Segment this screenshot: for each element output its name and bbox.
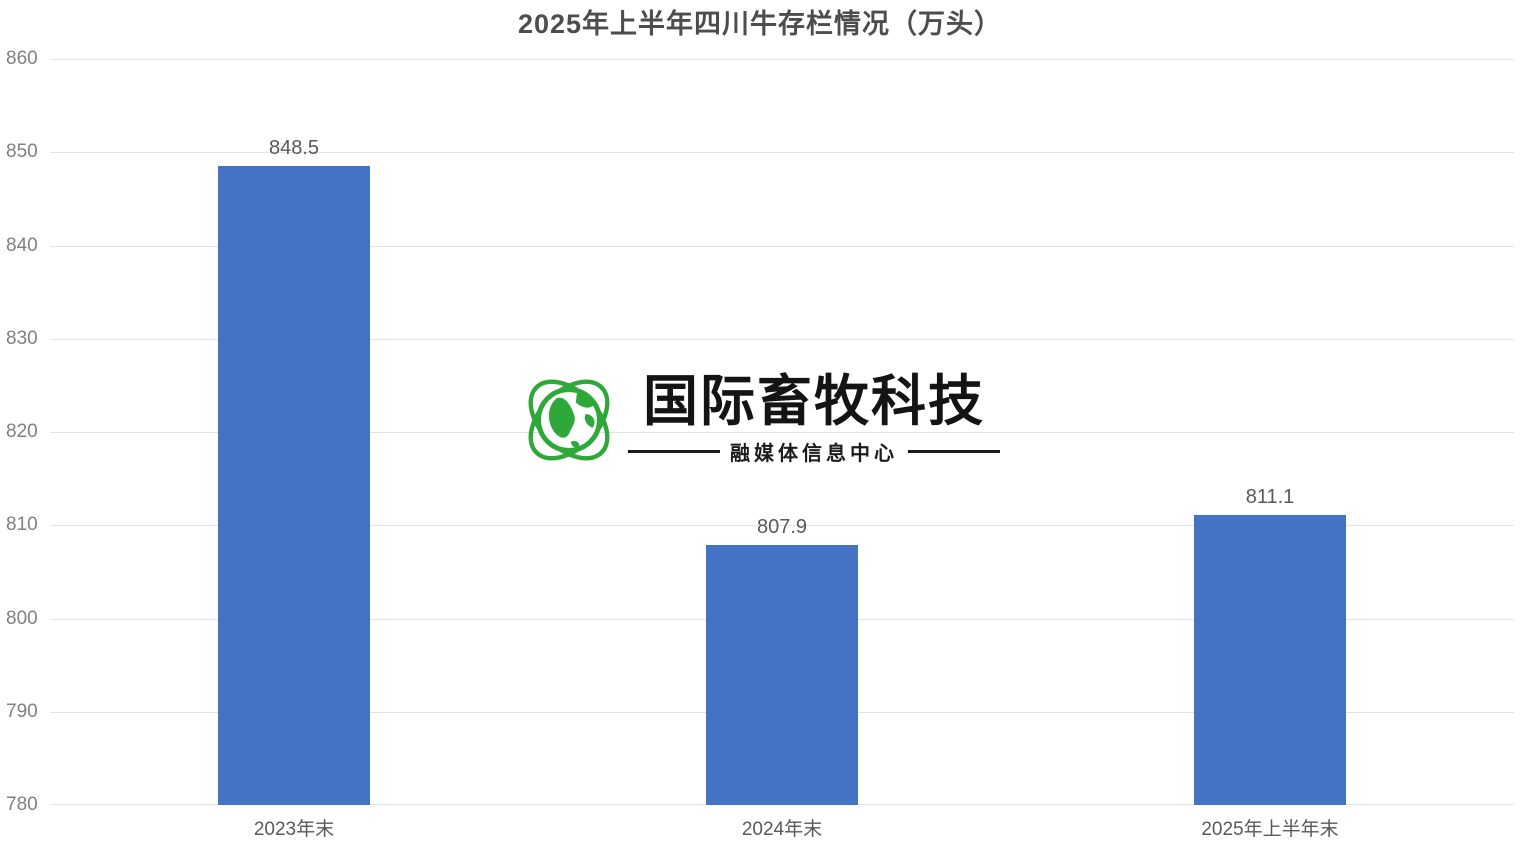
chart-title: 2025年上半年四川牛存栏情况（万头）	[517, 9, 1003, 39]
x-axis-category-label: 2024年末	[741, 819, 823, 840]
y-axis-tick-label: 850	[6, 141, 38, 163]
watermark-brand-name: 国际畜牧科技	[642, 370, 985, 432]
bar-value-label: 807.9	[756, 515, 808, 538]
subtitle-right-rule	[908, 450, 1000, 453]
subtitle-left-rule	[628, 450, 720, 453]
plot-area: 848.5 807.9 811.1	[50, 59, 1514, 805]
watermark-subtitle: 融媒体信息中心	[730, 443, 898, 465]
bar-value-label: 811.1	[1245, 486, 1295, 508]
watermark-text-block: 国际畜牧科技 融媒体信息中心	[628, 374, 1000, 466]
gridline	[50, 525, 1514, 527]
y-axis-tick-label: 800	[6, 607, 38, 629]
gridline	[50, 338, 1514, 340]
globe-orbit-icon	[528, 379, 610, 461]
y-axis-tick-label: 840	[6, 234, 38, 256]
bar-value-label: 848.5	[268, 137, 320, 160]
y-axis-tick-label: 790	[6, 700, 38, 722]
gridline	[50, 59, 1514, 60]
y-axis-tick-label: 830	[6, 327, 38, 349]
bar-2025年上半年末	[1194, 515, 1346, 805]
x-axis-category-label: 2025年上半年末	[1201, 819, 1339, 840]
y-axis-tick-label: 820	[6, 421, 38, 442]
watermark-subtitle-row: 融媒体信息中心	[628, 437, 1000, 466]
bar-2024年末	[706, 544, 858, 805]
bar-2023年末	[218, 166, 370, 805]
x-axis-category-label: 2023年末	[253, 819, 335, 840]
y-axis-tick-label: 780	[6, 794, 38, 815]
y-axis-tick-label: 860	[6, 48, 38, 69]
y-axis-tick-label: 810	[6, 514, 38, 536]
gridline	[50, 152, 1514, 154]
gridline	[50, 245, 1514, 247]
watermark: 国际畜牧科技 融媒体信息中心	[520, 370, 1000, 470]
gridline	[50, 432, 1514, 433]
